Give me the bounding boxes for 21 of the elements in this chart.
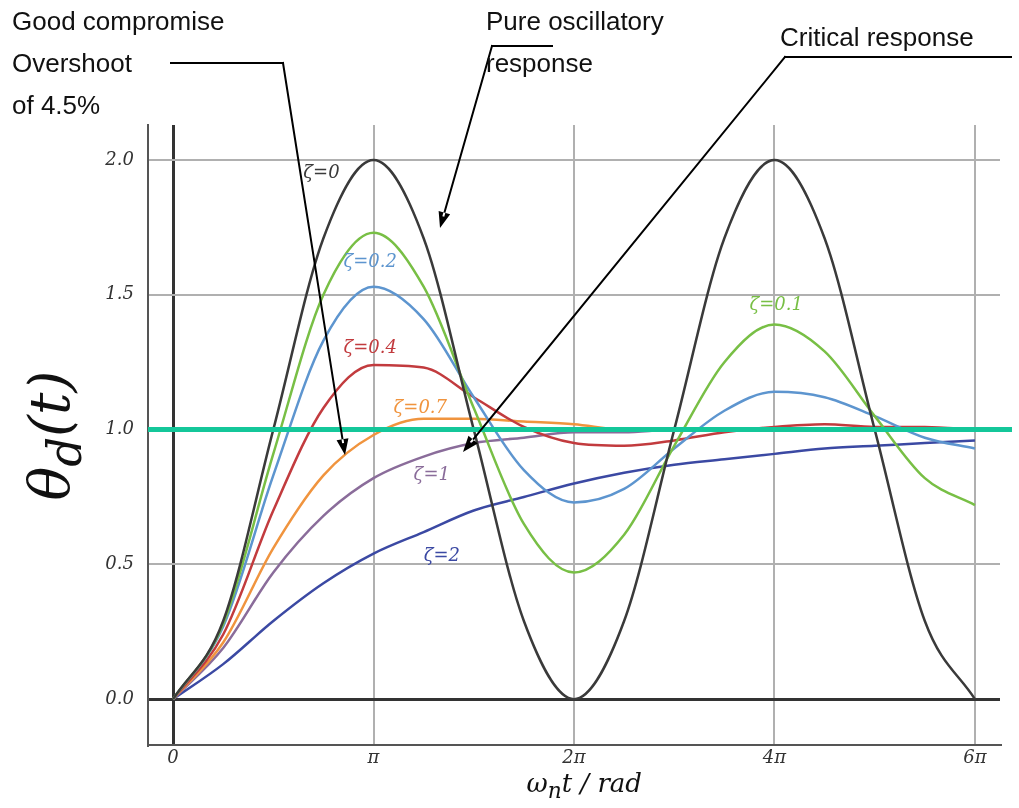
series-label: ζ=2 [423, 543, 460, 565]
text: Critical response [780, 21, 974, 54]
x-tick-label: 4π [761, 746, 788, 768]
series-label: ζ=0.7 [393, 395, 448, 417]
y-tick-label: 1.5 [105, 282, 134, 304]
series-label: ζ=0.1 [749, 293, 803, 315]
x-tick-label: 2π [561, 746, 587, 768]
x-tick-label: 6π [963, 746, 988, 768]
y-tick-label: 1.0 [105, 417, 134, 439]
series-label: ζ=0 [303, 161, 340, 183]
series-label: ζ=0.2 [343, 250, 397, 272]
text: Pure oscillatory response [486, 5, 664, 80]
x-axis-title: ω$_{n}$t / rad [526, 768, 642, 804]
series-label: ζ=1 [413, 463, 450, 485]
y-tick-label: 0.5 [105, 552, 134, 574]
x-tick-label: 0 [167, 746, 179, 768]
y-tick-label: 0.0 [105, 686, 134, 708]
text: Good compromise Overshoot of 4.5% [12, 5, 225, 122]
series-label: ζ=0.4 [343, 336, 397, 358]
y-tick-label: 2.0 [104, 147, 134, 169]
x-tick-label: π [366, 746, 381, 768]
